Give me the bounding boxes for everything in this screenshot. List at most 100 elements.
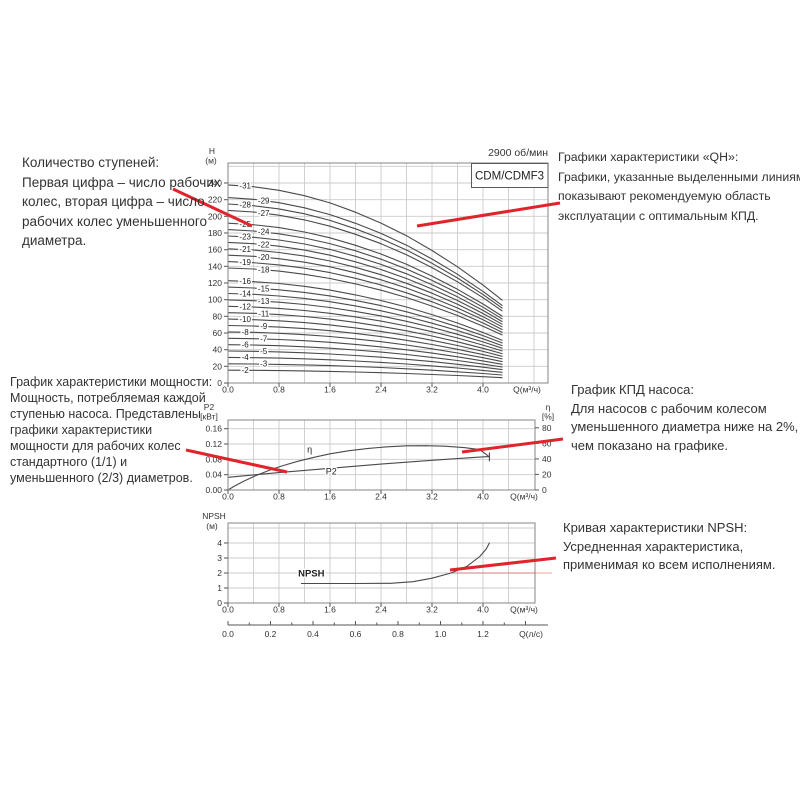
svg-text:4.0: 4.0 xyxy=(477,605,489,615)
svg-text:2.4: 2.4 xyxy=(375,385,387,395)
pe-series-label-eta: η xyxy=(307,445,312,455)
svg-text:0.8: 0.8 xyxy=(273,385,285,395)
svg-text:0.00: 0.00 xyxy=(205,485,222,495)
svg-text:60: 60 xyxy=(542,438,552,448)
svg-text:0.4: 0.4 xyxy=(307,629,319,639)
qh-curve-7 xyxy=(227,337,503,365)
svg-text:1.6: 1.6 xyxy=(324,605,336,615)
qh-curve-3 xyxy=(227,363,503,376)
svg-text:0.2: 0.2 xyxy=(265,629,277,639)
svg-text:0.8: 0.8 xyxy=(392,629,404,639)
svg-text:1.2: 1.2 xyxy=(477,629,489,639)
qh-curve-9 xyxy=(227,324,503,360)
svg-text:0.6: 0.6 xyxy=(350,629,362,639)
qh-curve-label-11: -11 xyxy=(258,309,270,318)
qh-curve-13 xyxy=(227,299,503,349)
svg-text:2.4: 2.4 xyxy=(375,605,387,615)
qh-curve-label-31: -31 xyxy=(239,182,251,191)
npsh-x2-unit: Q(л/с) xyxy=(519,629,543,639)
svg-text:220: 220 xyxy=(208,195,222,205)
qh-curve-label-15: -15 xyxy=(258,284,270,293)
svg-text:0.08: 0.08 xyxy=(205,454,222,464)
svg-text:4: 4 xyxy=(217,538,222,548)
annotation-power-curve: График характеристики мощности: Мощность… xyxy=(10,375,213,485)
svg-text:20: 20 xyxy=(213,361,223,371)
model-box xyxy=(471,163,549,188)
qh-curve-2 xyxy=(227,369,503,379)
pe-right-name: η xyxy=(546,402,551,412)
model-label: CDM/CDMF3 xyxy=(475,171,544,183)
svg-text:0: 0 xyxy=(217,378,222,388)
svg-text:1: 1 xyxy=(217,583,222,593)
npsh-series-label: NPSH xyxy=(298,569,325,580)
qh-curve-label-22: -22 xyxy=(258,240,270,249)
qh-curve-25 xyxy=(227,222,503,317)
svg-text:3.2: 3.2 xyxy=(426,492,438,502)
qh-x-unit: Q(м³/ч) xyxy=(513,385,541,395)
qh-curve-21 xyxy=(227,248,503,328)
svg-text:0.0: 0.0 xyxy=(222,629,234,639)
npsh-y-unit: (м) xyxy=(206,521,218,531)
qh-curve-10 xyxy=(227,318,503,357)
qh-curve-label-21: -21 xyxy=(239,245,251,254)
svg-text:0.8: 0.8 xyxy=(273,492,285,502)
qh-curve-23 xyxy=(227,235,503,323)
qh-curve-label-10: -10 xyxy=(239,315,251,324)
arrow-power-curve xyxy=(185,448,288,474)
qh-curve-12 xyxy=(227,305,503,352)
arrow-efficiency-curve xyxy=(461,437,564,454)
qh-curve-5 xyxy=(227,350,503,371)
svg-text:60: 60 xyxy=(213,328,223,338)
annotation-npsh: Кривая характеристики NPSH: Усредненная … xyxy=(563,520,776,572)
qh-curve-label-13: -13 xyxy=(258,297,270,306)
qh-curve-label-24: -24 xyxy=(258,228,270,237)
qh-curve-label-18: -18 xyxy=(258,265,270,274)
qh-curve-label-14: -14 xyxy=(239,290,251,299)
svg-text:240: 240 xyxy=(208,178,222,188)
qh-curve-label-19: -19 xyxy=(239,258,251,267)
pe-right-unit: [%] xyxy=(542,412,554,422)
qh-curve-label-7: -7 xyxy=(260,335,268,344)
qh-curve-19 xyxy=(227,261,503,333)
svg-text:180: 180 xyxy=(208,228,222,238)
qh-curve-18 xyxy=(227,267,503,336)
qh-curve-label-20: -20 xyxy=(258,253,270,262)
qh-curve-label-4: -4 xyxy=(242,353,250,362)
qh-curve-label-16: -16 xyxy=(239,277,251,286)
qh-curve-14 xyxy=(227,292,503,347)
qh-curve-11 xyxy=(227,312,503,355)
svg-text:3.2: 3.2 xyxy=(426,385,438,395)
svg-text:80: 80 xyxy=(542,423,552,433)
svg-text:80: 80 xyxy=(213,311,223,321)
svg-text:0.04: 0.04 xyxy=(205,470,222,480)
npsh-x-unit: Q(м³/ч) xyxy=(510,605,538,615)
qh-y-unit: (м) xyxy=(205,156,217,166)
pe-left-unit: [кВт] xyxy=(200,412,218,422)
svg-text:20: 20 xyxy=(542,469,552,479)
svg-text:0.12: 0.12 xyxy=(205,439,222,449)
annotation-stage-count: Количество ступеней: Первая цифра – числ… xyxy=(22,155,221,248)
svg-text:1.6: 1.6 xyxy=(324,385,336,395)
qh-curve-16 xyxy=(227,280,503,341)
svg-text:1.0: 1.0 xyxy=(435,629,447,639)
svg-text:4.0: 4.0 xyxy=(477,385,489,395)
pe-x-unit: Q(м³/ч) xyxy=(510,492,538,502)
npsh-curve xyxy=(300,542,490,585)
arrow-qh-curves xyxy=(416,201,561,228)
qh-curve-label-3: -3 xyxy=(260,360,268,369)
annotation-qh-curves: Графики характеристики «QH»: Графики, ук… xyxy=(558,150,800,223)
svg-text:0.0: 0.0 xyxy=(222,385,234,395)
svg-text:200: 200 xyxy=(208,211,222,221)
arrow-npsh-curve xyxy=(449,556,557,572)
pe-left-name: P2 xyxy=(204,402,215,412)
qh-curve-label-23: -23 xyxy=(239,233,251,242)
svg-text:0: 0 xyxy=(217,598,222,608)
svg-text:0: 0 xyxy=(542,485,547,495)
rpm-label: 2900 об/мин xyxy=(488,147,548,159)
pe-series-label-p2: P2 xyxy=(326,466,337,476)
pe-curve-p2 xyxy=(227,456,490,478)
svg-text:4.0: 4.0 xyxy=(477,492,489,502)
qh-curve-label-28: -28 xyxy=(239,201,251,210)
